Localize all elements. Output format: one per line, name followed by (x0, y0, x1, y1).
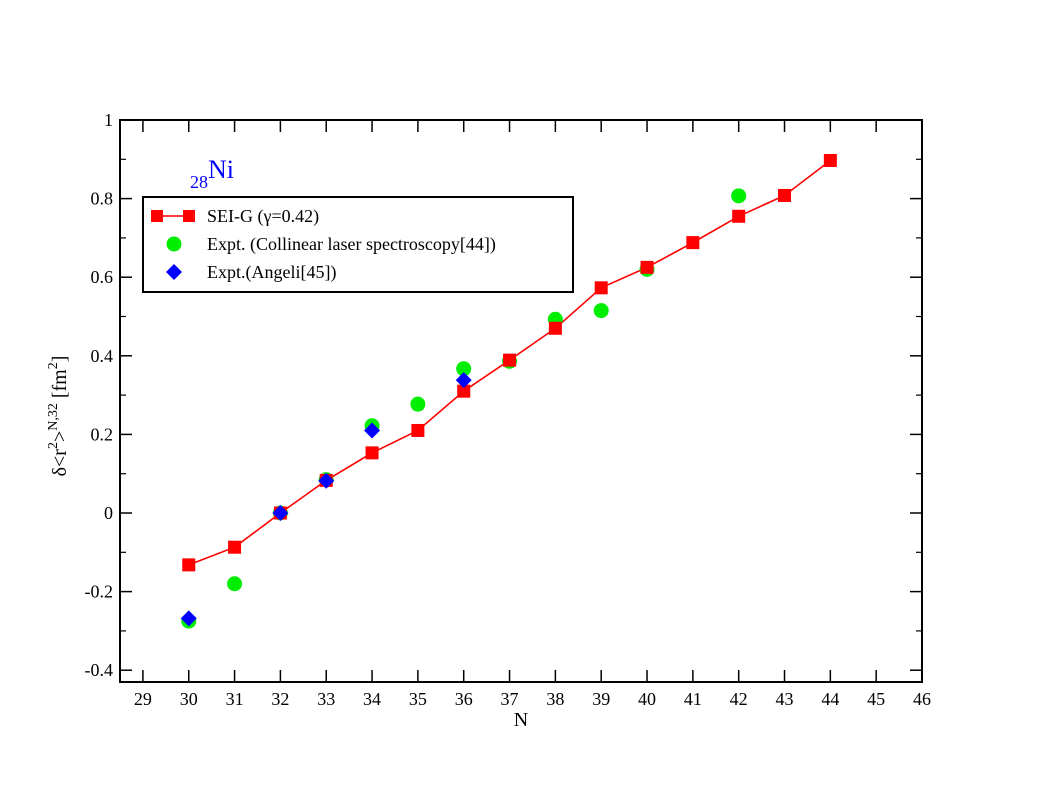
angeli-point (455, 372, 472, 389)
axis-ticks (120, 119, 923, 682)
sei-g-point (365, 446, 379, 460)
y-label-unit-close: ] (49, 356, 71, 363)
x-tick-label: 32 (271, 689, 289, 709)
nucleus-annotation: 28Ni (190, 155, 234, 192)
x-tick-label: 44 (821, 689, 839, 709)
x-tick-label: 46 (913, 689, 931, 709)
x-tick-label: 39 (592, 689, 610, 709)
x-tick-label: 31 (226, 689, 244, 709)
x-tick-label: 37 (501, 689, 519, 709)
sei-g-point (457, 384, 471, 398)
sei-g-point (640, 260, 654, 274)
angeli-point (318, 472, 335, 489)
y-label-sup2: N,32 (46, 403, 61, 431)
sei-g-point (182, 558, 196, 572)
annotation-mass-prefix: 28 (190, 172, 208, 192)
sei-g-point (411, 423, 425, 437)
x-tick-label: 30 (180, 689, 198, 709)
legend-box (142, 196, 574, 293)
legend-marker-collinear (166, 236, 182, 252)
y-label-sup3: 2 (46, 362, 61, 369)
y-tick-label: 1 (104, 110, 113, 130)
x-tick-label: 36 (455, 689, 473, 709)
x-tick-label: 33 (317, 689, 335, 709)
x-axis-label: N (514, 709, 528, 731)
y-tick-label: 0 (104, 503, 113, 523)
x-tick-label: 40 (638, 689, 656, 709)
x-tick-label: 41 (684, 689, 702, 709)
legend-label-collinear: Expt. (Collinear laser spectroscopy[44]) (207, 234, 496, 255)
plot-area-frame (119, 119, 923, 683)
legend-marker-angeli (166, 264, 182, 280)
angeli-point (272, 505, 289, 522)
x-tick-label: 43 (776, 689, 794, 709)
x-tick-label: 35 (409, 689, 427, 709)
y-label-middle: > (49, 431, 71, 442)
x-tick-label: 34 (363, 689, 381, 709)
y-tick-label: -0.4 (85, 660, 114, 680)
collinear-point (410, 396, 426, 412)
y-label-prefix: δ<r (49, 449, 71, 477)
sei-g-point (823, 153, 837, 167)
y-label-unit-open: [fm (49, 369, 71, 403)
y-label-sup1: 2 (46, 442, 61, 449)
legend-label-angeli: Expt.(Angeli[45]) (207, 262, 336, 283)
collinear-point (456, 361, 472, 377)
y-axis-label: δ<r2>N,32 [fm2] (46, 356, 71, 477)
sei-g-point (686, 236, 700, 250)
y-tick-label: 0.4 (91, 346, 114, 366)
legend-marker-sei-g (183, 210, 195, 222)
sei-g-point (503, 353, 517, 367)
x-tick-label: 42 (730, 689, 748, 709)
series-markers (180, 153, 837, 629)
angeli-point (364, 422, 381, 439)
collinear-point (731, 188, 747, 204)
annotation-element: Ni (208, 155, 234, 184)
collinear-point (593, 303, 609, 319)
x-tick-label: 29 (134, 689, 152, 709)
legend-marker-sei-g (151, 210, 163, 222)
x-tick-label: 38 (546, 689, 564, 709)
sei-g-point (548, 321, 562, 335)
y-tick-label: 0.6 (91, 267, 114, 287)
sei-g-point (228, 540, 242, 554)
legend: SEI-G (γ=0.42) Expt. (Collinear laser sp… (142, 196, 574, 293)
sei-g-point (594, 281, 608, 295)
y-tick-label: 0.8 (91, 189, 114, 209)
angeli-point (180, 610, 197, 627)
axis-tick-labels: 29 30 31 32 33 34 35 36 37 38 39 40 41 42 43 44 45 46 -0.4… (85, 110, 932, 709)
sei-g-point (732, 209, 746, 223)
x-tick-label: 45 (867, 689, 885, 709)
collinear-point (227, 576, 243, 592)
sei-g-point (778, 188, 792, 202)
y-tick-label: -0.2 (85, 582, 114, 602)
y-tick-label: 0.2 (91, 424, 114, 444)
legend-label-sei-g: SEI-G (γ=0.42) (207, 206, 319, 227)
